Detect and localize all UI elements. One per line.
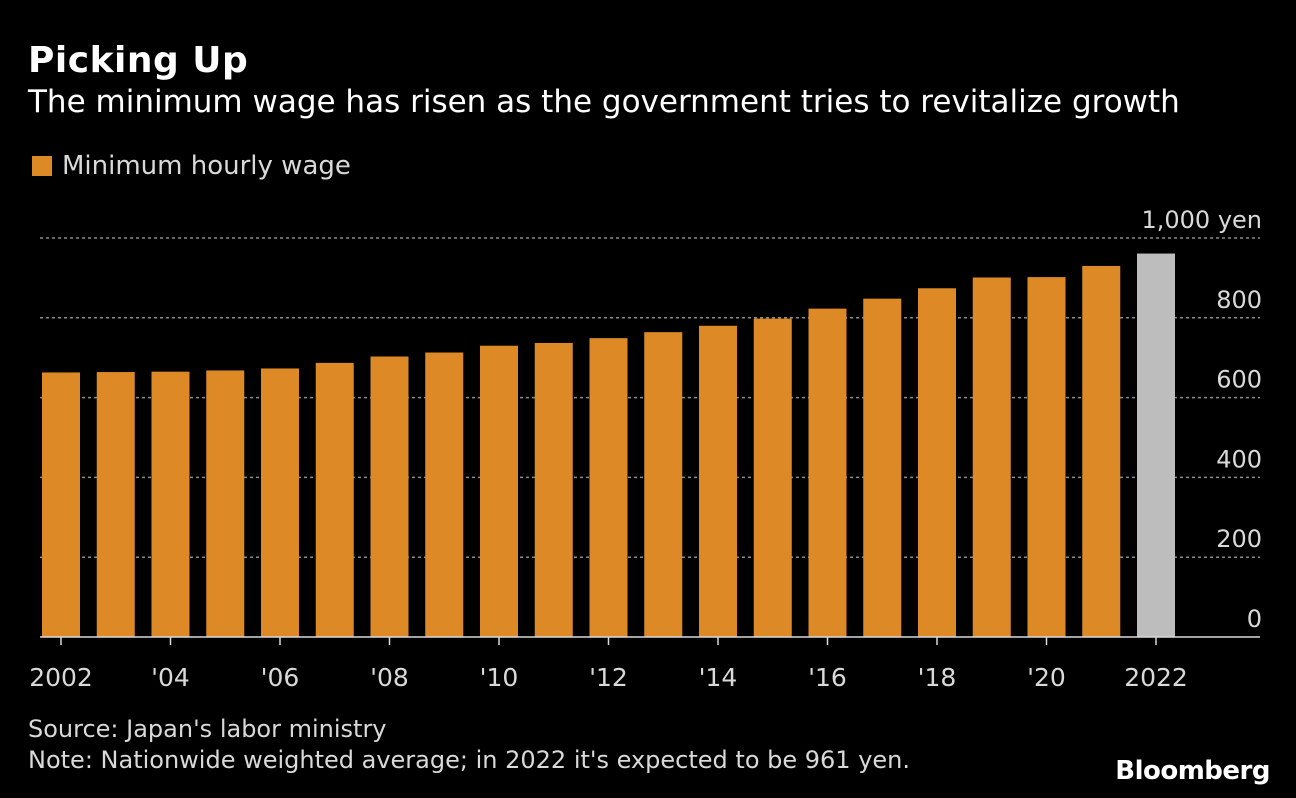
bar [42, 372, 80, 637]
x-tick-label: '04 [151, 663, 190, 692]
bloomberg-logo: Bloomberg [1115, 756, 1270, 786]
bar [480, 345, 518, 637]
chart-subtitle: The minimum wage has risen as the govern… [28, 84, 1180, 120]
bar [261, 368, 299, 637]
footnote: Note: Nationwide weighted average; in 20… [28, 746, 910, 774]
bar [206, 370, 245, 637]
bar [315, 362, 354, 637]
bar [863, 298, 902, 637]
y-tick-label: 600 [1216, 366, 1262, 394]
bar [1082, 265, 1121, 637]
bar [699, 325, 737, 637]
bar-projected [1137, 253, 1175, 637]
bar-chart: 0 200 400 600 800 1,000 yen 2002 '04 '06 '08 '10 '1… [29, 206, 1262, 692]
x-tick-label: 2002 [29, 663, 93, 692]
bar [151, 371, 190, 637]
bar [425, 352, 464, 637]
y-tick-label: 400 [1216, 445, 1262, 473]
y-tick-label: 0 [1247, 605, 1262, 633]
legend-swatch [32, 156, 52, 176]
legend: Minimum hourly wage [32, 151, 351, 181]
bar [644, 332, 683, 637]
legend-label: Minimum hourly wage [62, 151, 351, 181]
bar [918, 288, 956, 637]
chart-title: Picking Up [28, 40, 249, 81]
x-tick-label: '10 [480, 663, 519, 692]
x-tick-label: '20 [1027, 663, 1066, 692]
y-tick-label: 800 [1216, 286, 1262, 314]
y-tick-label: 1,000 yen [1141, 206, 1262, 234]
x-tick-label: '14 [699, 663, 738, 692]
bar [972, 277, 1011, 637]
y-tick-label: 200 [1216, 525, 1262, 553]
x-tick-label: '18 [918, 663, 957, 692]
bar [96, 372, 135, 637]
bar [534, 342, 573, 637]
x-tick-label: '12 [589, 663, 628, 692]
bar [808, 308, 847, 637]
bar [753, 318, 792, 637]
bar [1027, 277, 1066, 637]
x-tick-label: 2022 [1124, 663, 1188, 692]
x-tick-label: '16 [808, 663, 847, 692]
bar [370, 356, 409, 637]
source-note: Source: Japan's labor ministry [28, 715, 387, 743]
bar [589, 338, 628, 637]
x-tick-label: '08 [370, 663, 409, 692]
x-tick-label: '06 [261, 663, 300, 692]
